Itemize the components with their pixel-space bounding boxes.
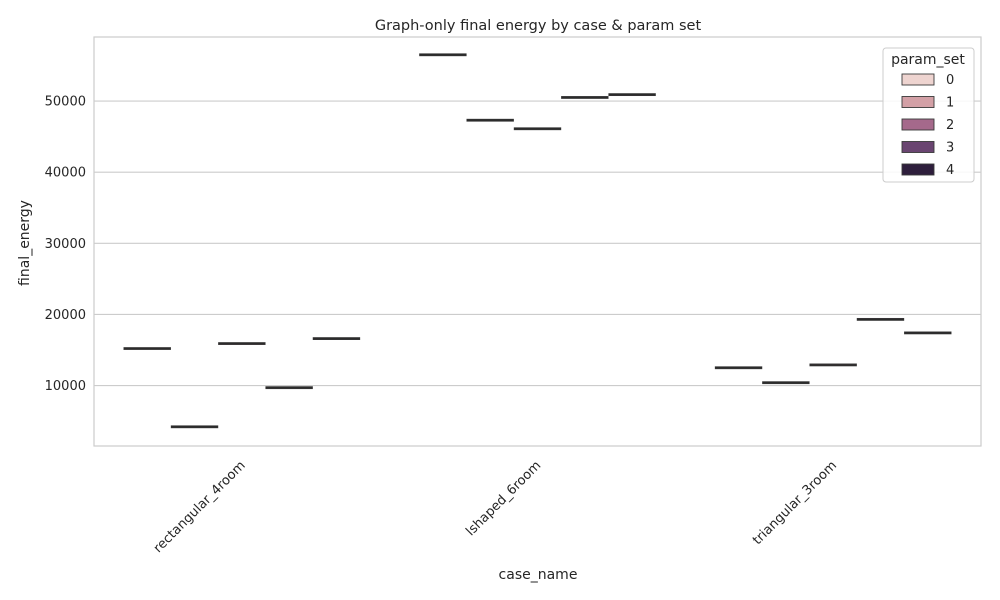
x-tick-label: triangular_3room [750,458,840,548]
legend-label: 4 [946,163,954,178]
y-tick-label: 40000 [45,166,86,181]
legend-swatch [901,73,935,86]
legend-swatch [901,163,935,176]
x-tick-label: lshaped_6room [463,458,544,539]
grid-layer [94,100,981,387]
plot-frame [93,36,982,447]
y-tick-label: 30000 [45,237,86,252]
marks-layer [123,53,952,429]
y-tick-labels: 10000 20000 30000 40000 50000 [45,95,86,395]
legend-title: param_set [891,52,965,68]
y-tick-label: 10000 [45,379,86,394]
legend-label: 3 [946,141,954,156]
legend-label: 0 [946,73,954,88]
chart-title: Graph-only final energy by case & param … [375,18,702,34]
legend-swatch [901,141,935,153]
legend-label: 1 [946,96,954,111]
x-tick-labels: rectangular_4room lshaped_6room triangular… [151,458,840,556]
legend-swatch [901,96,935,108]
legend: param_set 0 1 2 3 4 [882,47,975,183]
legend-box [882,47,975,183]
y-tick-label: 50000 [45,95,86,110]
y-axis-label: final_energy [17,200,33,286]
legend-label: 2 [946,118,954,133]
legend-entries: 0 1 2 3 4 [901,73,954,178]
y-tick-label: 20000 [45,308,86,323]
x-axis-label: case_name [499,567,578,583]
x-tick-label: rectangular_4room [151,458,249,556]
legend-swatch [901,118,935,131]
